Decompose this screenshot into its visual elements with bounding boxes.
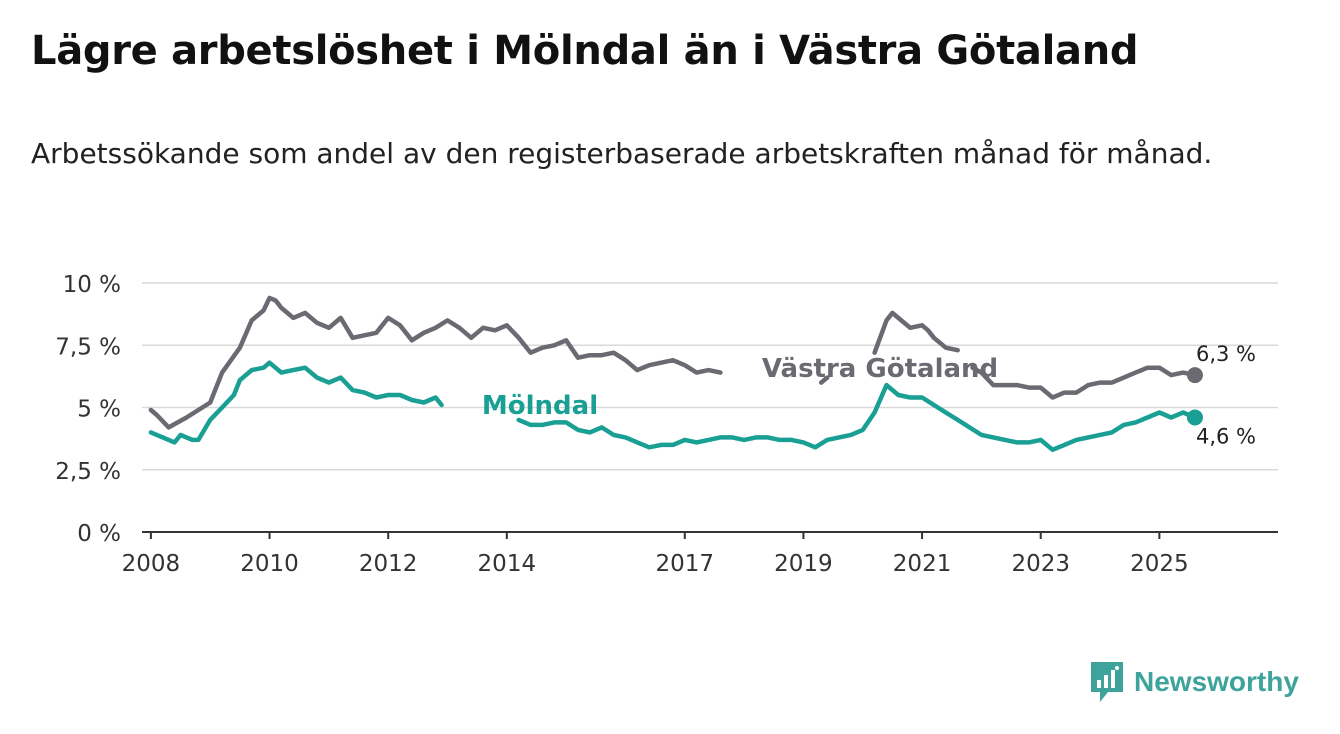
- end-point-v-stra-g-taland: [1186, 367, 1203, 384]
- x-tick-label: 2014: [478, 551, 537, 577]
- x-tick-label: 2025: [1130, 551, 1189, 577]
- x-tick-label: 2012: [359, 551, 418, 577]
- y-tick-label: 0 %: [77, 521, 121, 547]
- grid-lines: [142, 282, 1278, 471]
- y-tick-label: 2,5 %: [55, 459, 121, 485]
- y-tick-label: 7,5 %: [55, 334, 121, 360]
- series-annotation-v-stra-g-taland: Västra Götaland: [762, 354, 998, 384]
- end-label-v-stra-g-taland: 6,3 %: [1196, 342, 1256, 366]
- x-tick-label: 2021: [893, 551, 952, 577]
- end-label-m-lndal: 4,6 %: [1196, 424, 1256, 448]
- y-tick-label: 5 %: [77, 397, 121, 423]
- x-tick-label: 2008: [122, 551, 181, 577]
- x-tick-label: 2023: [1011, 551, 1070, 577]
- chart-title: Lägre arbetslöshet i Mölndal än i Västra…: [31, 28, 1139, 74]
- series-line-v-stra-g-taland: [148, 295, 1198, 430]
- end-point-m-lndal: [1186, 409, 1203, 426]
- x-axis-ticks: 2008 2010 2012 2014 2017 2019 2021 2023 2025: [122, 532, 1189, 577]
- newsworthy-brand[interactable]: Newsworthy: [1088, 660, 1299, 704]
- x-tick-label: 2019: [774, 551, 833, 577]
- series-labels: 6,3 % 4,6 % Västra Götaland Mölndal: [482, 342, 1256, 448]
- brand-name: Newsworthy: [1134, 666, 1299, 697]
- chart-subtitle: Arbetssökande som andel av den registerb…: [31, 137, 1213, 170]
- x-tick-label: 2017: [656, 551, 715, 577]
- series-line-m-lndal: [148, 360, 1198, 453]
- series-lines: [148, 295, 1203, 453]
- y-axis-ticks: 0 % 2,5 % 5 % 7,5 % 10 %: [55, 272, 121, 547]
- x-tick-label: 2010: [240, 551, 299, 577]
- series-annotation-m-lndal: Mölndal: [482, 391, 598, 421]
- newsworthy-logo-icon: [1091, 662, 1123, 702]
- y-tick-label: 10 %: [63, 272, 121, 298]
